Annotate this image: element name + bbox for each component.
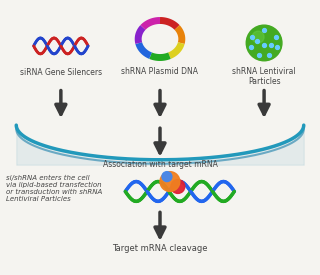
Text: siRNA Gene Silencers: siRNA Gene Silencers (20, 68, 102, 77)
Circle shape (160, 172, 180, 191)
Circle shape (162, 172, 172, 182)
Text: shRNA Lentiviral
Particles: shRNA Lentiviral Particles (232, 67, 296, 86)
Text: Association with target mRNA: Association with target mRNA (103, 160, 217, 169)
Text: shRNA Plasmid DNA: shRNA Plasmid DNA (122, 67, 198, 76)
Circle shape (252, 31, 264, 43)
Circle shape (246, 25, 282, 61)
Circle shape (171, 180, 185, 193)
Text: si/shRNA enters the cell
via lipid-based transfection
or transduction with shRNA: si/shRNA enters the cell via lipid-based… (6, 175, 103, 202)
Text: Target mRNA cleavage: Target mRNA cleavage (112, 244, 208, 253)
